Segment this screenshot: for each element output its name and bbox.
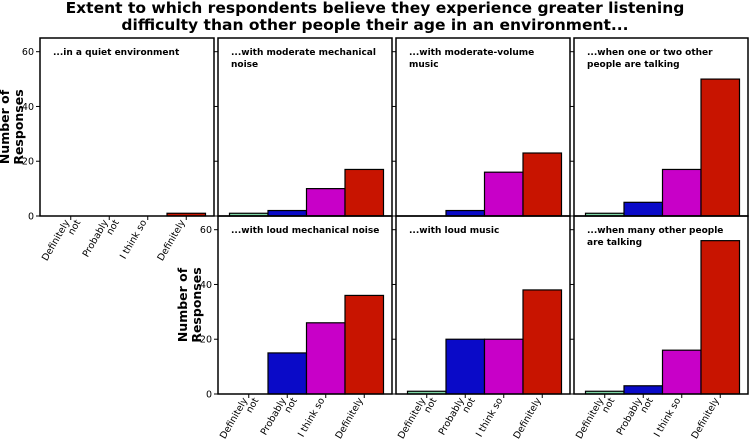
x-category-label: Definitely xyxy=(334,396,367,441)
panel-frame-7 xyxy=(573,215,749,395)
panel-title-2: ...with moderate mechanical xyxy=(231,48,376,58)
chart-title: Extent to which respondents believe they… xyxy=(66,0,685,17)
x-category-label: Probably xyxy=(437,396,467,438)
x-category-label: not xyxy=(105,218,122,237)
bar-panel5-4 xyxy=(344,294,385,395)
bar-panel7-2 xyxy=(623,385,664,395)
panel-title-7: ...when many other people xyxy=(587,226,723,236)
bar-panel6-4 xyxy=(522,289,563,395)
panel-title-5: ...with loud mechanical noise xyxy=(231,226,379,236)
panel-title-3: music xyxy=(409,60,439,70)
x-category-label: not xyxy=(244,396,261,415)
x-category-label: Definitely xyxy=(396,396,429,441)
x-category-label: not xyxy=(639,396,656,415)
y-axis-label: Responses xyxy=(189,267,204,342)
x-category-label: I think so xyxy=(296,396,327,439)
panel-title-2: noise xyxy=(231,60,258,70)
x-category-label: not xyxy=(600,396,617,415)
panel-title-4: ...when one or two other xyxy=(587,48,713,58)
x-category-label: Definitely xyxy=(574,396,607,441)
y-axis-label: Responses xyxy=(11,89,26,164)
bar-panel7-3 xyxy=(661,349,702,395)
x-category-label: Probably xyxy=(81,218,111,260)
x-category-label: Probably xyxy=(615,396,645,438)
ytick-label: 20 xyxy=(200,335,212,346)
x-category-label: not xyxy=(66,218,83,237)
y-axis-label: Number of xyxy=(0,89,12,164)
bar-panel4-4 xyxy=(700,78,741,217)
x-category-label: Definitely xyxy=(690,396,723,441)
panel-title-6: ...with loud music xyxy=(409,226,499,236)
bar-panel2-2 xyxy=(267,209,308,217)
ytick-label: 40 xyxy=(22,102,34,113)
bar-panel6-2 xyxy=(445,338,486,395)
bar-panel2-4 xyxy=(344,168,385,217)
x-category-label: I think so xyxy=(652,396,683,439)
bar-panel3-3 xyxy=(483,171,524,217)
ytick-label: 0 xyxy=(206,390,212,401)
bar-panel4-2 xyxy=(623,201,664,217)
bar-panel7-4 xyxy=(700,240,741,395)
panel-title-1: ...in a quiet environment xyxy=(53,48,180,58)
x-category-label: Definitely xyxy=(512,396,545,441)
x-category-label: not xyxy=(461,396,478,415)
x-category-label: not xyxy=(283,396,300,415)
panel-frame-5 xyxy=(217,215,393,395)
bar-panel3-4 xyxy=(522,152,563,217)
x-category-label: I think so xyxy=(474,396,505,439)
ytick-label: 60 xyxy=(200,225,212,236)
x-category-label: Definitely xyxy=(218,396,251,441)
ytick-label: 40 xyxy=(200,280,212,291)
x-category-label: Probably xyxy=(259,396,289,438)
x-category-label: Definitely xyxy=(156,218,189,263)
ytick-label: 20 xyxy=(22,157,34,168)
panel-frame-6 xyxy=(395,215,571,395)
chart-title: difficulty than other people their age i… xyxy=(121,16,628,34)
x-category-label: not xyxy=(422,396,439,415)
bar-panel3-2 xyxy=(445,209,486,217)
bar-panel2-3 xyxy=(305,188,346,217)
bar-panel5-3 xyxy=(305,322,346,395)
ytick-label: 60 xyxy=(22,47,34,58)
bar-panel6-3 xyxy=(483,338,524,395)
ytick-label: 0 xyxy=(28,212,34,223)
panel-title-3: ...with moderate-volume xyxy=(409,48,534,58)
bar-panel5-2 xyxy=(267,352,308,395)
panel-title-4: people are talking xyxy=(587,60,680,70)
bar-panel4-3 xyxy=(661,168,702,217)
panel-frame-1 xyxy=(39,37,215,217)
y-axis-label: Number of xyxy=(175,267,190,342)
x-category-label: Definitely xyxy=(40,218,73,263)
panel-title-7: are talking xyxy=(587,238,642,248)
x-category-label: I think so xyxy=(118,218,149,261)
